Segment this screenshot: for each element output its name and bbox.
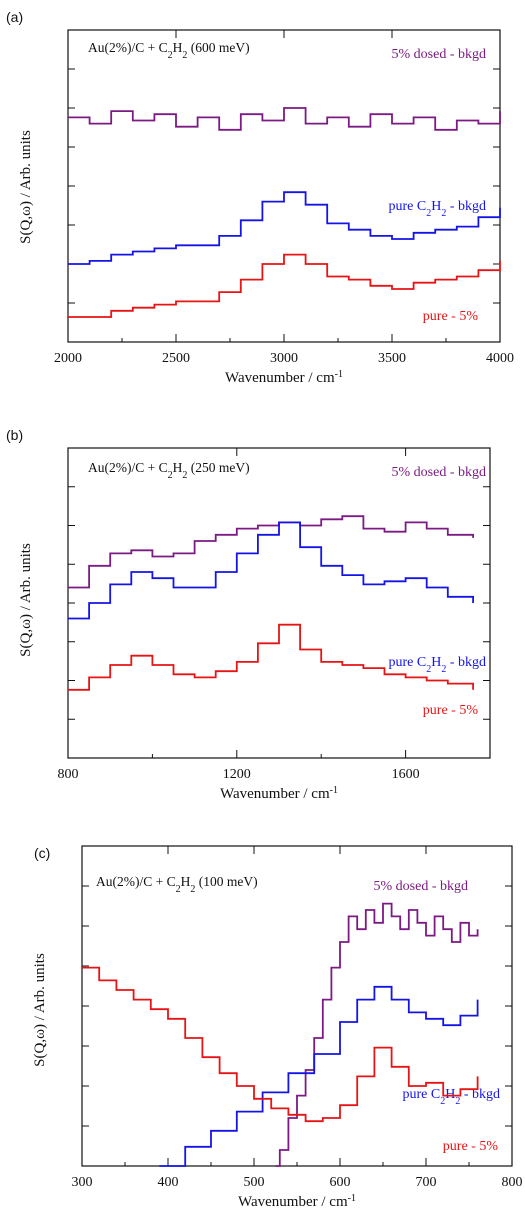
- legend-label-pure-5: pure - 5%: [443, 1139, 499, 1154]
- x-axis-title: Wavenumber / cm-1: [220, 785, 338, 803]
- chart-annotation: Au(2%)/C + C2H2 (250 meV): [88, 460, 250, 481]
- legend-label-5-dosed-bkgd: 5% dosed - bkgd: [374, 879, 469, 894]
- chart-annotation: Au(2%)/C + C2H2 (100 meV): [96, 874, 258, 895]
- series-line-pure-c2h2-bkgd: [159, 985, 479, 1167]
- legend-label-pure-c2h2-bkgd: pure C2H2 - bkgd: [402, 1087, 500, 1107]
- x-tick-label: 1600: [392, 767, 420, 782]
- legend-label-pure-c2h2-bkgd: pure C2H2 - bkgd: [388, 199, 486, 219]
- legend-label-pure-5: pure - 5%: [423, 309, 479, 324]
- x-tick-label: 3500: [378, 351, 406, 366]
- x-tick-label: 2500: [162, 351, 190, 366]
- series-line-pure-5: [82, 966, 479, 1123]
- x-tick-label: 2000: [54, 351, 82, 366]
- x-tick-label: 800: [502, 1175, 523, 1190]
- x-tick-label: 3000: [270, 351, 298, 366]
- legend-label-5-dosed-bkgd: 5% dosed - bkgd: [392, 465, 487, 480]
- chart-panel-2: (b) 800 1200 1600 Wavenumber / cm-1 S(Q,ω) / …: [6, 427, 491, 803]
- x-tick-label: 600: [330, 1175, 351, 1190]
- x-tick-label: 800: [58, 767, 79, 782]
- x-tick-label: 500: [244, 1175, 265, 1190]
- x-tick-label: 1200: [223, 767, 251, 782]
- y-axis-title: S(Q,ω) / Arb. units: [32, 953, 48, 1067]
- y-axis-title: S(Q,ω) / Arb. units: [18, 130, 34, 244]
- x-tick-label: 300: [72, 1175, 93, 1190]
- legend-label-5-dosed-bkgd: 5% dosed - bkgd: [392, 47, 487, 62]
- plot-frame: [67, 29, 501, 343]
- series-line-pure-5: [68, 253, 501, 318]
- chart-annotation: Au(2%)/C + C2H2 (600 meV): [88, 40, 250, 61]
- series-line-pure-c2h2-bkgd: [68, 191, 501, 265]
- chart-panel-1: (a) 2000 2500 3000 3500 4000 Wavenumber / cm-1…: [6, 9, 514, 386]
- chart-panel-3: (c) 300 400 500 600 700 800 Wavenumber / cm-1 S(…: [32, 845, 523, 1210]
- x-axis-title: Wavenumber / cm-1: [238, 1193, 356, 1211]
- x-tick-label: 400: [158, 1175, 179, 1190]
- y-axis-title: S(Q,ω) / Arb. units: [18, 543, 34, 657]
- legend-label-pure-5: pure - 5%: [423, 703, 479, 718]
- x-tick-label: 4000: [486, 351, 514, 366]
- x-tick-label: 700: [416, 1175, 437, 1190]
- panel-label: (c): [34, 845, 50, 861]
- panel-label: (b): [6, 427, 23, 443]
- x-axis-title: Wavenumber / cm-1: [225, 369, 343, 387]
- panel-label: (a): [6, 9, 23, 25]
- series-line-pure-5: [68, 623, 474, 691]
- legend-label-pure-c2h2-bkgd: pure C2H2 - bkgd: [388, 655, 486, 675]
- series-line-pure-c2h2-bkgd: [68, 521, 474, 620]
- series-line-5-dosed-bkgd: [68, 515, 474, 589]
- series-line-5-dosed-bkgd: [275, 902, 479, 1167]
- series-line-5-dosed-bkgd: [68, 107, 501, 131]
